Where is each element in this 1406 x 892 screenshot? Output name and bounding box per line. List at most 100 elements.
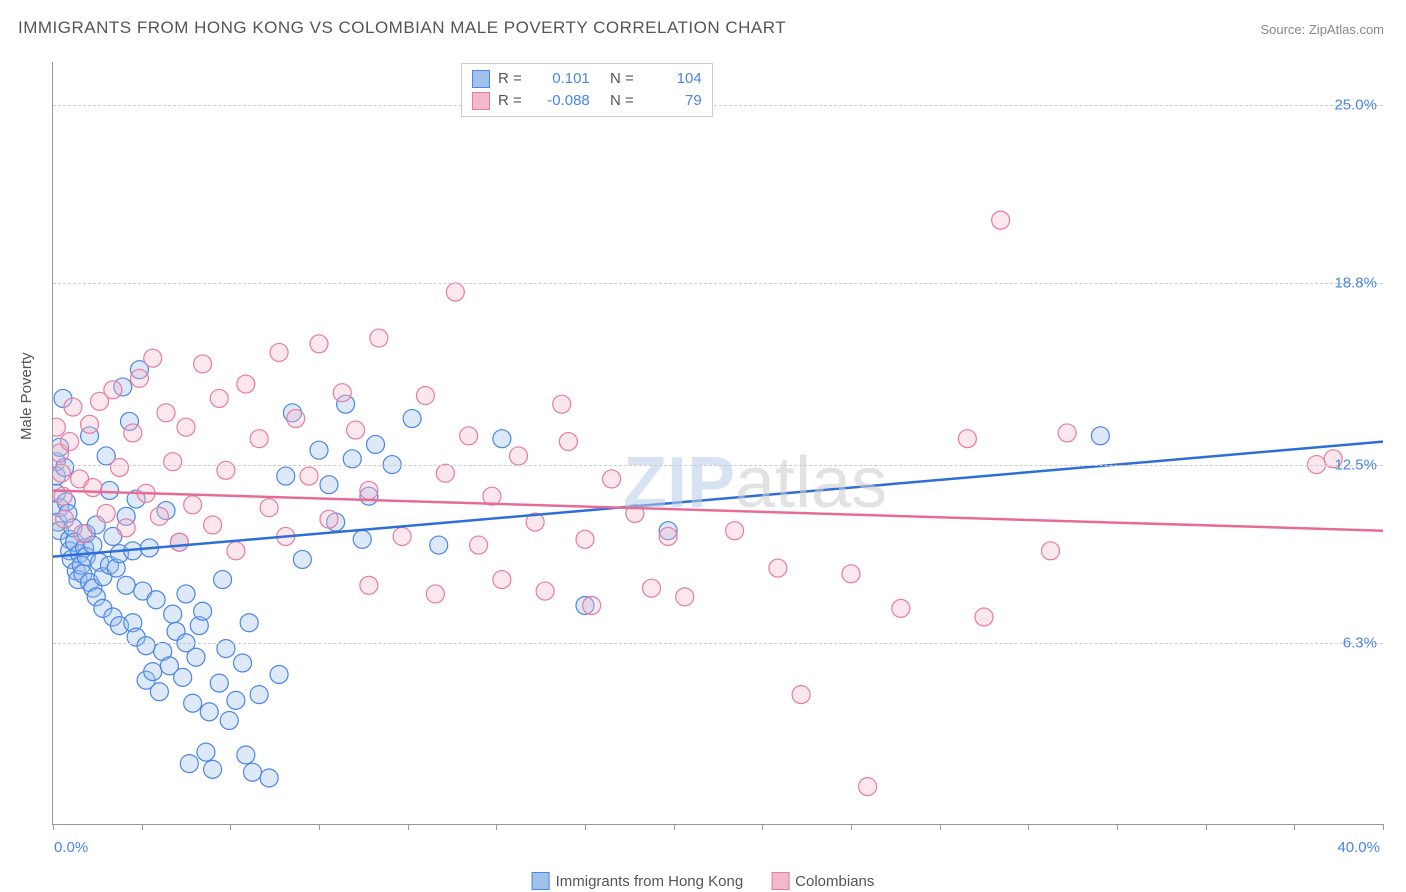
scatter-point-hongkong bbox=[144, 663, 162, 681]
scatter-point-colombians bbox=[53, 418, 65, 436]
scatter-point-hongkong bbox=[180, 755, 198, 773]
scatter-point-colombians bbox=[237, 375, 255, 393]
scatter-point-colombians bbox=[842, 565, 860, 583]
scatter-point-hongkong bbox=[101, 481, 119, 499]
scatter-point-colombians bbox=[287, 410, 305, 428]
scatter-point-colombians bbox=[97, 504, 115, 522]
x-tick bbox=[585, 824, 586, 830]
x-tick bbox=[408, 824, 409, 830]
gridline bbox=[53, 105, 1383, 106]
scatter-point-colombians bbox=[676, 588, 694, 606]
scatter-point-hongkong bbox=[250, 686, 268, 704]
scatter-point-colombians bbox=[184, 496, 202, 514]
scatter-point-colombians bbox=[446, 283, 464, 301]
scatter-point-hongkong bbox=[240, 614, 258, 632]
scatter-point-colombians bbox=[583, 596, 601, 614]
scatter-point-colombians bbox=[74, 525, 92, 543]
x-tick bbox=[53, 824, 54, 830]
y-axis-title: Male Poverty bbox=[18, 352, 35, 440]
scatter-point-colombians bbox=[164, 453, 182, 471]
scatter-point-colombians bbox=[470, 536, 488, 554]
scatter-point-hongkong bbox=[277, 467, 295, 485]
scatter-point-hongkong bbox=[260, 769, 278, 787]
scatter-point-hongkong bbox=[1091, 427, 1109, 445]
scatter-point-colombians bbox=[124, 424, 142, 442]
scatter-point-hongkong bbox=[293, 550, 311, 568]
legend-swatch-hongkong bbox=[532, 872, 550, 890]
scatter-point-colombians bbox=[416, 387, 434, 405]
scatter-point-hongkong bbox=[320, 476, 338, 494]
scatter-point-colombians bbox=[194, 355, 212, 373]
stats-row-hongkong: R = 0.101 N = 104 bbox=[472, 68, 702, 90]
scatter-point-colombians bbox=[769, 559, 787, 577]
scatter-point-colombians bbox=[56, 510, 74, 528]
chart-plot-area: ZIPatlas 6.3%12.5%18.8%25.0% bbox=[52, 62, 1383, 825]
scatter-point-colombians bbox=[553, 395, 571, 413]
scatter-point-hongkong bbox=[403, 410, 421, 428]
gridline bbox=[53, 465, 1383, 466]
r-value-hongkong: 0.101 bbox=[530, 68, 590, 90]
legend-swatch-colombians bbox=[771, 872, 789, 890]
x-tick bbox=[1383, 824, 1384, 830]
x-tick bbox=[319, 824, 320, 830]
scatter-point-colombians bbox=[270, 343, 288, 361]
x-tick bbox=[142, 824, 143, 830]
scatter-point-hongkong bbox=[174, 668, 192, 686]
scatter-point-colombians bbox=[643, 579, 661, 597]
scatter-point-colombians bbox=[250, 430, 268, 448]
scatter-point-colombians bbox=[360, 481, 378, 499]
scatter-point-colombians bbox=[370, 329, 388, 347]
y-tick-label: 6.3% bbox=[1343, 634, 1377, 651]
x-tick bbox=[674, 824, 675, 830]
scatter-point-hongkong bbox=[353, 530, 371, 548]
y-tick-label: 18.8% bbox=[1334, 275, 1377, 292]
scatter-point-hongkong bbox=[184, 694, 202, 712]
x-tick bbox=[1294, 824, 1295, 830]
y-tick-label: 12.5% bbox=[1334, 456, 1377, 473]
scatter-point-colombians bbox=[227, 542, 245, 560]
scatter-point-hongkong bbox=[197, 743, 215, 761]
scatter-point-colombians bbox=[576, 530, 594, 548]
scatter-point-hongkong bbox=[430, 536, 448, 554]
scatter-point-hongkong bbox=[150, 683, 168, 701]
scatter-point-colombians bbox=[603, 470, 621, 488]
x-axis-min-label: 0.0% bbox=[54, 839, 88, 856]
scatter-point-colombians bbox=[210, 389, 228, 407]
x-tick bbox=[1206, 824, 1207, 830]
n-value-colombians: 79 bbox=[642, 90, 702, 112]
scatter-point-colombians bbox=[992, 211, 1010, 229]
scatter-point-colombians bbox=[536, 582, 554, 600]
scatter-point-colombians bbox=[117, 519, 135, 537]
x-tick bbox=[496, 824, 497, 830]
scatter-point-hongkong bbox=[204, 760, 222, 778]
scatter-point-colombians bbox=[64, 398, 82, 416]
chart-title: IMMIGRANTS FROM HONG KONG VS COLOMBIAN M… bbox=[18, 18, 786, 38]
scatter-point-colombians bbox=[659, 527, 677, 545]
regression-line-colombians bbox=[53, 490, 1383, 530]
stats-row-colombians: R = -0.088 N = 79 bbox=[472, 90, 702, 112]
scatter-point-hongkong bbox=[227, 691, 245, 709]
n-label: N = bbox=[610, 90, 634, 112]
n-label: N = bbox=[610, 68, 634, 90]
scatter-point-colombians bbox=[53, 464, 70, 482]
scatter-point-colombians bbox=[310, 335, 328, 353]
scatter-point-hongkong bbox=[200, 703, 218, 721]
legend-label-hongkong: Immigrants from Hong Kong bbox=[556, 873, 744, 890]
scatter-svg bbox=[53, 62, 1383, 824]
scatter-point-colombians bbox=[320, 510, 338, 528]
scatter-point-hongkong bbox=[220, 711, 238, 729]
scatter-point-colombians bbox=[859, 778, 877, 796]
scatter-point-colombians bbox=[726, 522, 744, 540]
scatter-point-colombians bbox=[393, 527, 411, 545]
scatter-point-colombians bbox=[300, 467, 318, 485]
x-tick bbox=[230, 824, 231, 830]
scatter-point-hongkong bbox=[244, 763, 262, 781]
legend: Immigrants from Hong Kong Colombians bbox=[532, 872, 875, 890]
scatter-point-colombians bbox=[958, 430, 976, 448]
correlation-stats-box: R = 0.101 N = 104 R = -0.088 N = 79 bbox=[461, 63, 713, 117]
scatter-point-colombians bbox=[1058, 424, 1076, 442]
legend-label-colombians: Colombians bbox=[795, 873, 874, 890]
scatter-point-hongkong bbox=[237, 746, 255, 764]
x-tick bbox=[940, 824, 941, 830]
x-tick bbox=[762, 824, 763, 830]
